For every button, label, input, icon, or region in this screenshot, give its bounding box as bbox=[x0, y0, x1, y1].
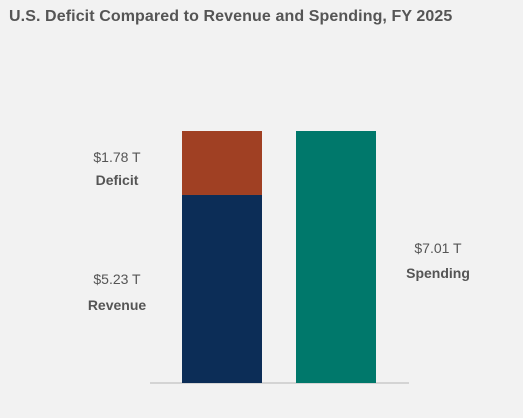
bar-segment-revenue bbox=[182, 194, 262, 383]
chart-title: U.S. Deficit Compared to Revenue and Spe… bbox=[9, 8, 453, 25]
bar-segment-deficit bbox=[182, 131, 262, 195]
bar-segment-spending bbox=[296, 131, 376, 383]
value-label-spending: $7.01 T bbox=[414, 240, 462, 256]
series-label-deficit: Deficit bbox=[96, 172, 139, 188]
value-label-deficit: $1.78 T bbox=[93, 149, 141, 165]
series-label-spending: Spending bbox=[406, 265, 470, 281]
value-label-revenue: $5.23 T bbox=[93, 271, 141, 287]
series-label-revenue: Revenue bbox=[88, 297, 147, 313]
